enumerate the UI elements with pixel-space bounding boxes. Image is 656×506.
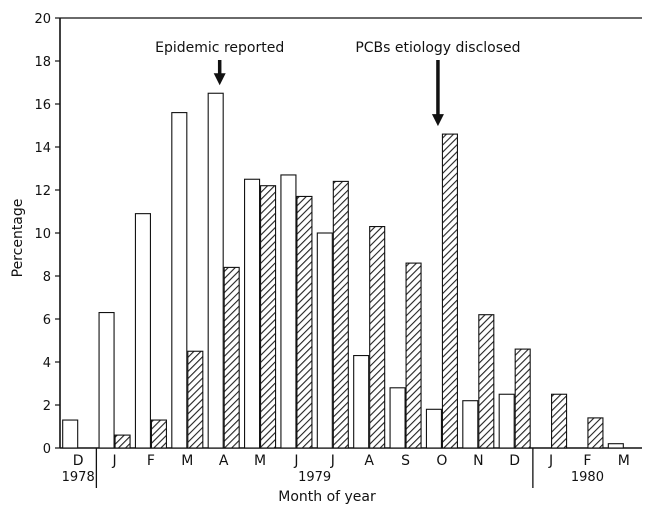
y-tick-label: 12 [34, 184, 51, 199]
month-label: F [583, 453, 591, 469]
month-label: J [548, 453, 553, 469]
labels: 0 2 4 6 8 10 12 14 16 18 20 D J F M A M J J A S O N D J F M 1978 197… [34, 12, 629, 485]
open-bar [462, 400, 479, 449]
y-tick-label: 20 [34, 12, 51, 27]
y-axis-title: Percentage [10, 199, 26, 278]
y-tick-label: 2 [43, 399, 51, 414]
open-bar [207, 92, 224, 449]
hatched-bar [296, 195, 313, 449]
hatched-bar [187, 350, 204, 449]
y-tick-label: 8 [43, 270, 51, 285]
hatched-bar [114, 434, 131, 449]
open-bar [389, 387, 406, 449]
bars [62, 92, 624, 449]
month-label: A [219, 453, 229, 469]
y-tick-label: 16 [34, 98, 51, 113]
month-label: S [401, 453, 410, 469]
hatched-bar [369, 226, 386, 449]
open-bar [425, 408, 442, 449]
open-bar [280, 174, 297, 449]
hatched-bar [478, 314, 495, 449]
hatched-bar [405, 262, 422, 449]
open-bar [134, 213, 151, 449]
hatched-bar [332, 180, 349, 449]
month-label: M [254, 453, 266, 469]
month-label: D [509, 453, 520, 469]
month-label: O [436, 453, 447, 469]
month-label: F [147, 453, 155, 469]
y-tick-label: 10 [34, 227, 51, 242]
hatched-bar [260, 185, 277, 449]
annotation-label: PCBs etiology disclosed [355, 40, 520, 56]
month-label: A [364, 453, 374, 469]
x-axis-title: Month of year [278, 489, 376, 505]
y-tick-label: 18 [34, 55, 51, 70]
open-bar [98, 311, 115, 449]
year-label: 1980 [571, 470, 604, 485]
annotation-arrow-head [213, 73, 226, 86]
hatched-bar [514, 348, 531, 449]
hatched-bar [441, 133, 458, 449]
open-bar [244, 178, 261, 449]
month-label: N [473, 453, 483, 469]
open-bar [498, 393, 515, 449]
open-bar [316, 232, 333, 449]
y-tick-label: 14 [34, 141, 51, 156]
open-bar [171, 112, 188, 449]
month-label: J [330, 453, 335, 469]
month-label: M [181, 453, 193, 469]
hatched-bar [223, 266, 240, 449]
year-label: 1979 [298, 470, 331, 485]
month-label: J [111, 453, 116, 469]
hatched-bar [587, 417, 604, 449]
month-label: J [293, 453, 298, 469]
hatched-bar [551, 393, 568, 449]
annotation-arrow-head [431, 114, 444, 127]
annotation-label: Epidemic reported [155, 40, 284, 56]
year-label: 1978 [62, 470, 95, 485]
y-tick-label: 6 [43, 313, 51, 328]
hatched-bar [150, 419, 167, 449]
month-label: M [618, 453, 630, 469]
open-bar [607, 443, 624, 449]
open-bar [353, 354, 370, 449]
open-bar [62, 419, 79, 449]
month-label: D [73, 453, 84, 469]
y-tick-label: 0 [43, 442, 51, 457]
y-tick-label: 4 [43, 356, 51, 371]
